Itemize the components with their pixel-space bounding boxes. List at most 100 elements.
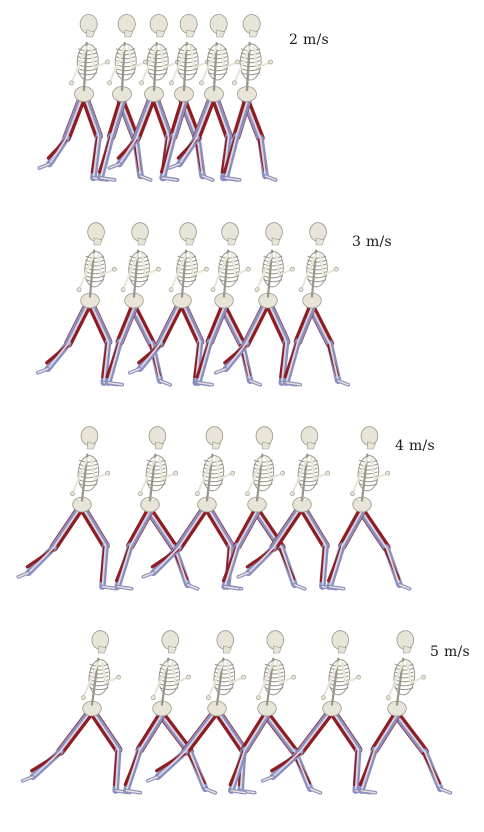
femur (84, 97, 100, 138)
thigh-muscle-secondary (155, 96, 173, 139)
rib-cage (176, 251, 198, 288)
forearm (268, 472, 284, 480)
femur (177, 507, 206, 549)
humerus (262, 661, 275, 686)
forearm (144, 268, 160, 276)
calf-muscle (319, 546, 327, 583)
thigh-muscle-secondary (156, 302, 180, 346)
tibia (196, 137, 204, 177)
forearm (104, 676, 120, 684)
thigh-muscle-secondary (296, 710, 330, 754)
running-panel-5ms: 5 m/s (0, 616, 484, 832)
foot-bone (249, 380, 261, 386)
foot-bone (108, 163, 121, 169)
skeleton-runner (194, 222, 263, 387)
forearm (257, 683, 265, 699)
tibia (354, 748, 360, 792)
skeleton-runner (127, 222, 212, 387)
forearm (212, 275, 220, 291)
forearm (313, 472, 329, 480)
foot-bone (168, 163, 181, 169)
humerus (113, 45, 126, 71)
forearm (229, 676, 245, 684)
femur (296, 303, 314, 343)
tibia (230, 748, 246, 792)
tibia (116, 544, 132, 588)
skeleton-runner (221, 426, 307, 591)
hand (69, 80, 74, 86)
skeleton-runner (20, 630, 132, 795)
forearm (246, 479, 254, 495)
jaw (307, 441, 316, 450)
tibia (161, 135, 175, 179)
femur (110, 97, 124, 138)
tibia (197, 340, 211, 384)
hand (210, 287, 216, 293)
thigh-muscle-secondary (342, 506, 367, 548)
foot-bone (186, 584, 199, 590)
tibia (224, 342, 248, 370)
humerus (87, 661, 100, 686)
jaw (168, 645, 177, 654)
speed-label: 3 m/s (352, 234, 393, 250)
femur (154, 97, 170, 138)
foot-bone (337, 380, 349, 386)
humerus (75, 45, 88, 71)
thigh-muscle-secondary (83, 506, 110, 548)
femur (129, 507, 152, 547)
femur (52, 507, 81, 549)
humerus (219, 45, 226, 69)
humerus (212, 661, 225, 686)
hand (290, 491, 295, 497)
femur (118, 303, 136, 343)
hand (80, 695, 86, 701)
forearm (344, 676, 360, 684)
thigh-muscle-secondary (130, 506, 155, 548)
forearm (192, 268, 208, 276)
skeleton-runner (104, 222, 173, 387)
thigh-muscle-secondary (173, 96, 189, 139)
femur (184, 711, 216, 753)
tibia (48, 137, 68, 165)
jaw (227, 237, 237, 246)
femur (214, 97, 230, 138)
jaw (315, 237, 325, 246)
foot-bone (204, 788, 216, 794)
forearm (373, 472, 389, 480)
jaw (367, 441, 376, 450)
forearm (200, 68, 209, 84)
humerus (274, 253, 281, 276)
humerus (175, 45, 188, 71)
tibia (107, 340, 121, 384)
humerus (341, 661, 347, 684)
hand (245, 491, 250, 497)
humerus (261, 253, 274, 278)
foot-bone (38, 163, 51, 169)
femur (159, 303, 181, 345)
femur (235, 97, 249, 138)
tibia (118, 137, 138, 165)
hand (280, 470, 286, 476)
femur (245, 303, 267, 345)
hand (320, 695, 326, 701)
forearm (170, 275, 178, 291)
foot-bone (201, 175, 214, 181)
forearm (122, 275, 130, 291)
tibia (188, 750, 207, 790)
skeleton-runner (358, 630, 453, 795)
hand (105, 470, 111, 476)
humerus (296, 457, 309, 482)
forearm (152, 683, 160, 699)
forearm (278, 268, 294, 276)
tibia (247, 546, 275, 574)
speed-label: 4 m/s (395, 438, 436, 454)
tibia (280, 546, 296, 586)
rib-cage (239, 43, 262, 81)
humerus (238, 45, 251, 71)
femur (217, 711, 245, 751)
foot-bone (309, 788, 321, 794)
forearm (387, 683, 395, 699)
forearm (140, 68, 149, 84)
femur (195, 97, 213, 139)
femur (67, 303, 89, 345)
